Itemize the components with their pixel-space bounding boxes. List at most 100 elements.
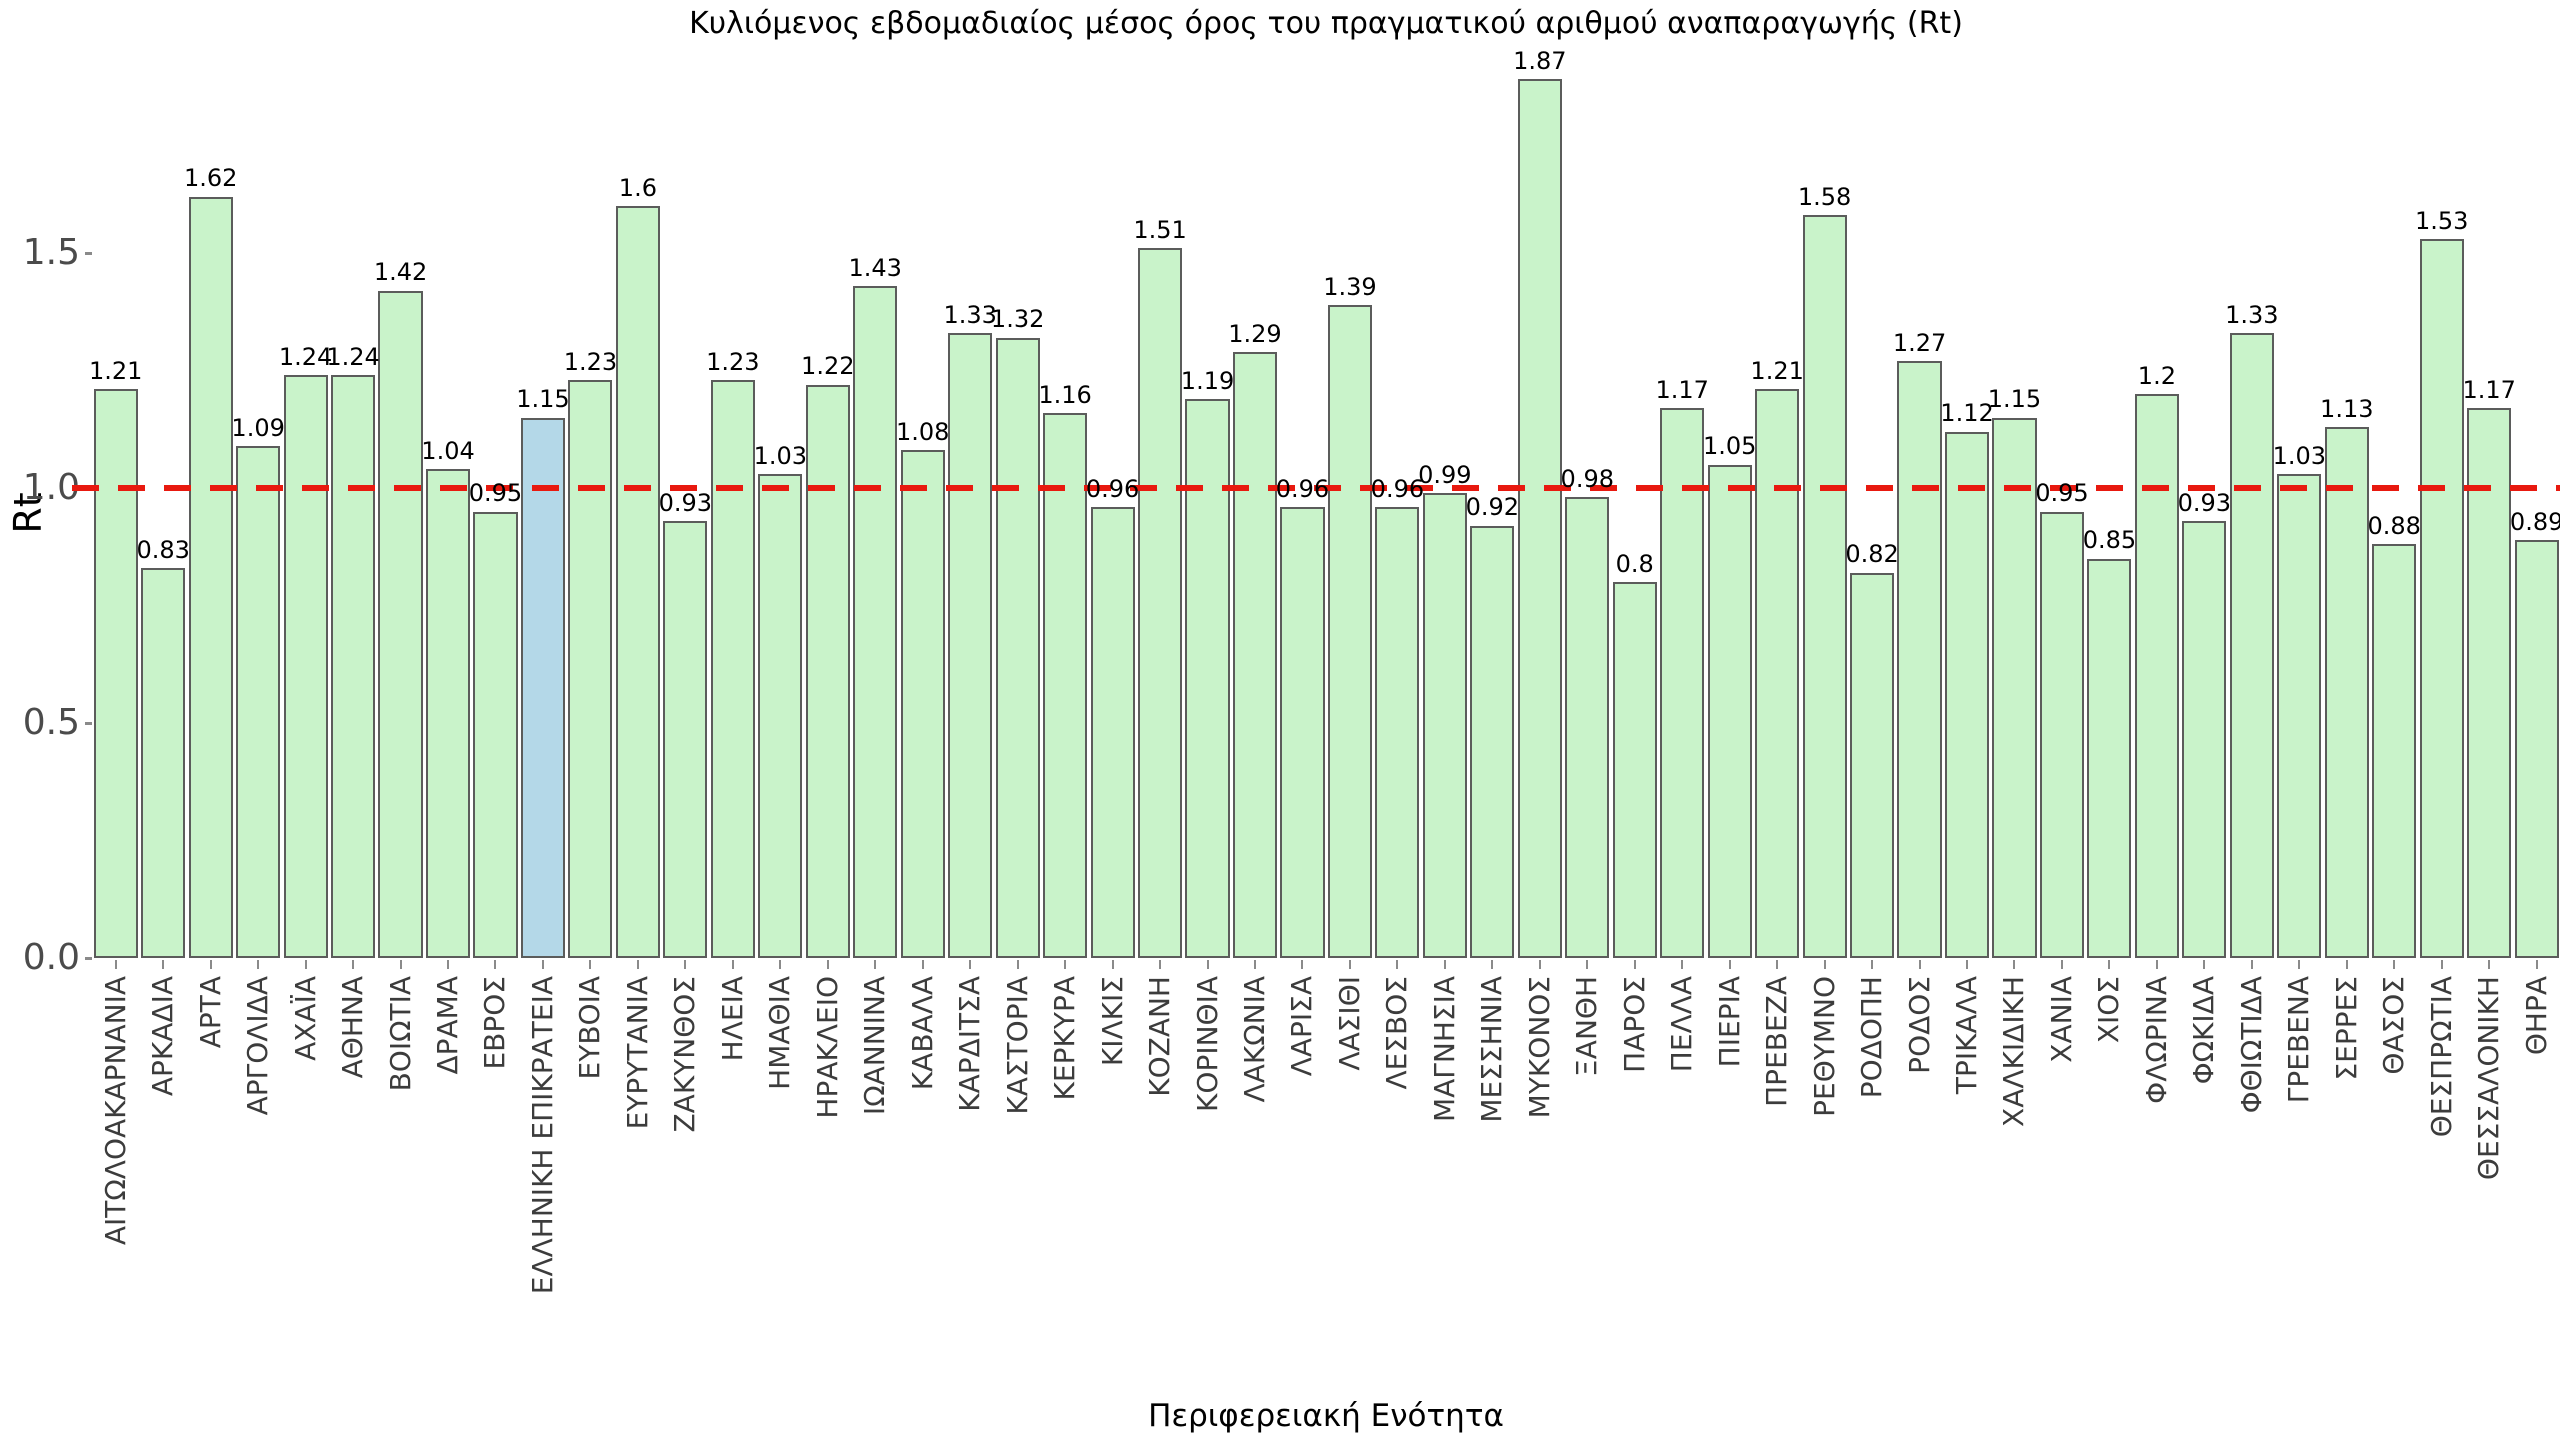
x-tick-label: ΣΕΡΡΕΣ (2329, 976, 2363, 1081)
bar (995, 337, 1040, 958)
x-tick: ΚΑΒΑΛΑ (899, 960, 946, 1294)
x-tick: ΠΑΡΟΣ (1611, 960, 1658, 1294)
x-tick: ΛΑΡΙΣΑ (1279, 960, 1326, 1294)
bar (1897, 361, 1942, 958)
y-tick-label: 1.0 (22, 467, 80, 508)
bar-slot: 0.96 (1371, 0, 1424, 958)
x-tick-mark (2060, 960, 2063, 969)
bar-slot: 0.96 (1276, 0, 1329, 958)
x-tick-label: ΦΘΙΩΤΙΔΑ (2234, 976, 2268, 1114)
x-tick-mark (2155, 960, 2158, 969)
x-tick: ΣΕΡΡΕΣ (2323, 960, 2370, 1294)
x-tick: ΘΕΣΠΡΩΤΙΑ (2418, 960, 2465, 1294)
bar (1422, 492, 1467, 958)
x-tick-mark (1396, 960, 1399, 969)
x-tick-mark (779, 960, 782, 969)
bar-value-label: 1.21 (89, 357, 143, 386)
x-tick-label: ΚΟΖΑΝΗ (1143, 976, 1177, 1097)
x-tick: ΜΑΓΝΗΣΙΑ (1421, 960, 1468, 1294)
x-tick-label: ΕΒΡΟΣ (478, 976, 512, 1070)
bar (378, 290, 423, 958)
bar-slot: 0.88 (2368, 0, 2421, 958)
bar (2039, 511, 2085, 958)
x-tick-label: ΕΥΒΟΙΑ (573, 976, 607, 1080)
bar (1707, 464, 1752, 958)
bar-value-label: 1.53 (2414, 206, 2469, 235)
bar (425, 469, 471, 958)
bar-value-label: 1.23 (563, 347, 618, 376)
bar (2134, 394, 2179, 958)
bar-value-label: 1.17 (2462, 375, 2516, 404)
y-tick-mark (85, 722, 92, 725)
x-axis-title: Περιφερειακή Ενότητα (1148, 1398, 1504, 1434)
x-tick-label: ΜΑΓΝΗΣΙΑ (1427, 976, 1461, 1123)
bar-slot: 1.62 (184, 0, 237, 958)
bar-value-label: 1.22 (801, 352, 855, 381)
bar-slot: 1.29 (1228, 0, 1282, 958)
x-tick-label: ΑΡΚΑΔΙΑ (146, 976, 180, 1097)
bar-slot: 1.22 (801, 0, 855, 958)
x-tick-label: ΠΡΕΒΕΖΑ (1760, 976, 1794, 1107)
x-tick: ΑΡΤΑ (187, 960, 234, 1294)
bar (141, 567, 186, 958)
bar-slot: 0.92 (1465, 0, 1520, 958)
bar-value-label: 1.15 (516, 385, 570, 414)
x-tick-label: ΜΥΚΟΝΟΣ (1522, 976, 1556, 1119)
bar-slot: 1.39 (1323, 0, 1377, 958)
bar-slot: 1.43 (849, 0, 902, 958)
bar-slot: 0.99 (1418, 0, 1472, 958)
x-tick-mark (257, 960, 260, 969)
bar-value-label: 1.04 (421, 437, 475, 466)
x-tick-label: ΡΟΔΟΣ (1902, 976, 1936, 1074)
bar-slot: 0.89 (2510, 0, 2560, 958)
bar-value-label: 0.93 (2177, 488, 2232, 517)
bar (1470, 525, 1515, 958)
x-tick-mark (2203, 960, 2206, 969)
x-tick-mark (1348, 960, 1351, 969)
bar-value-label: 0.92 (1465, 493, 1520, 522)
x-tick: ΠΡΕΒΕΖΑ (1753, 960, 1800, 1294)
bar (1327, 304, 1372, 958)
x-tick: ΔΡΑΜΑ (424, 960, 471, 1294)
x-tick: ΕΥΒΟΙΑ (567, 960, 614, 1294)
bar (1232, 351, 1278, 958)
x-tick-mark (1491, 960, 1494, 969)
x-tick: ΕΥΡΥΤΑΝΙΑ (614, 960, 661, 1294)
x-tick: ΘΑΣΟΣ (2371, 960, 2418, 1294)
x-tick-label: ΧΑΝΙΑ (2044, 976, 2078, 1063)
x-tick-label: ΜΕΣΣΗΝΙΑ (1475, 976, 1509, 1123)
bar-value-label: 1.19 (1180, 366, 1235, 395)
bar-slot: 0.95 (2035, 0, 2089, 958)
bar (236, 445, 281, 958)
bar-slot: 1.17 (1655, 0, 1709, 958)
bar-slot: 1.03 (2273, 0, 2326, 958)
bar-value-label: 1.13 (2320, 394, 2374, 423)
bar (1850, 572, 1895, 958)
x-tick: ΘΗΡΑ (2513, 960, 2560, 1294)
bar-value-label: 1.27 (1892, 328, 1947, 357)
y-tick-label: 0.5 (22, 702, 80, 743)
x-tick-mark (447, 960, 450, 969)
x-tick: ΚΙΛΚΙΣ (1089, 960, 1136, 1294)
x-tick-mark (494, 960, 497, 969)
x-tick: ΚΑΡΔΙΤΣΑ (946, 960, 993, 1294)
chart-title: Κυλιόμενος εβδομαδιαίος μέσος όρος του π… (689, 6, 1963, 41)
x-tick-label: ΕΥΡΥΤΑΝΙΑ (620, 976, 654, 1130)
bar (1375, 506, 1420, 958)
x-tick-mark (1871, 960, 1874, 969)
x-tick: ΜΥΚΟΝΟΣ (1516, 960, 1563, 1294)
bar-slot: 0.83 (136, 0, 190, 958)
x-tick: ΧΙΟΣ (2086, 960, 2133, 1294)
x-axis: ΑΙΤΩΛΟΑΚΑΡΝΑΝΙΑ ΑΡΚΑΔΙΑ ΑΡΤΑ ΑΡΓΟΛΙΔΑ ΑΧΑΪΑ Α… (92, 960, 2560, 1294)
bar-slot: 1.6 (614, 0, 661, 958)
x-tick: ΧΑΛΚΙΔΙΚΗ (1991, 960, 2038, 1294)
bar (900, 450, 945, 958)
y-tick-label: 1.5 (22, 232, 80, 273)
bar-value-label: 1.33 (2225, 300, 2279, 329)
x-tick-label: ΚΙΛΚΙΣ (1095, 976, 1129, 1067)
x-tick-label: ΘΑΣΟΣ (2377, 976, 2411, 1075)
bar-slot: 1.23 (563, 0, 618, 958)
bar-slot: 0.82 (1845, 0, 1899, 958)
x-tick-mark (541, 960, 544, 969)
x-tick-mark (2250, 960, 2253, 969)
